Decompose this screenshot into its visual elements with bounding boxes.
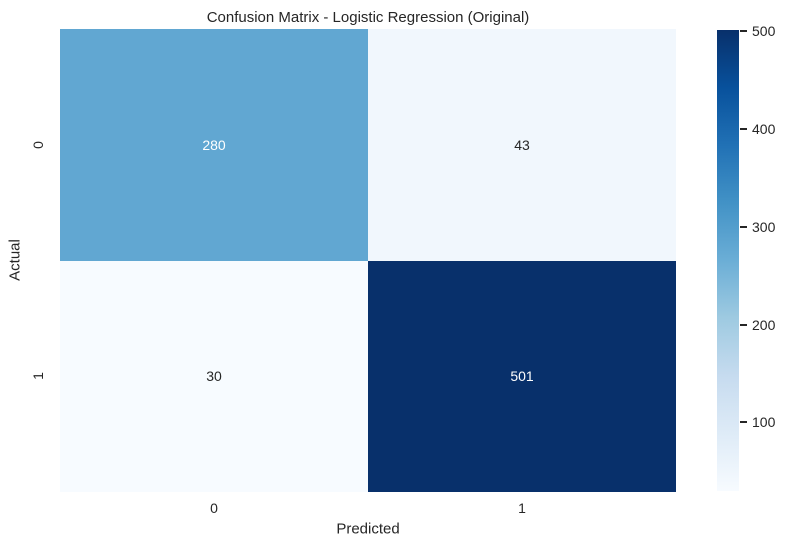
colorbar-tick-label: 200 [752, 316, 776, 333]
colorbar-tick-300: 300 [740, 220, 775, 234]
colorbar-tick-label: 400 [752, 120, 776, 137]
heatmap-cell-r1c0: 30 [60, 260, 368, 492]
colorbar-tick-label: 500 [752, 22, 776, 39]
cell-value: 280 [202, 136, 226, 153]
colorbar-tick-mark [740, 421, 747, 424]
heatmap-grid: 280 43 30 501 [60, 29, 676, 492]
colorbar-tick-mark [740, 225, 747, 228]
colorbar-tick-mark [740, 29, 747, 32]
cell-value: 501 [510, 368, 534, 385]
heatmap-cell-r0c1: 43 [368, 29, 676, 261]
y-tick-0: 0 [30, 141, 46, 149]
colorbar-tick-400: 400 [740, 122, 775, 136]
y-tick-1: 1 [30, 372, 46, 380]
x-axis-label: Predicted [336, 520, 400, 538]
y-axis-label: Actual [6, 239, 24, 281]
heatmap-cell-r1c1: 501 [368, 260, 676, 492]
colorbar-tick-500: 500 [740, 24, 775, 38]
x-tick-0: 0 [210, 500, 218, 516]
chart-title: Confusion Matrix - Logistic Regression (… [206, 9, 530, 26]
cell-value: 43 [514, 136, 530, 153]
colorbar-tick-label: 300 [752, 218, 776, 235]
heatmap-cell-r0c0: 280 [60, 29, 368, 261]
colorbar-tick-mark [740, 323, 747, 326]
colorbar-gradient [717, 30, 739, 491]
colorbar-tick-mark [740, 127, 747, 130]
colorbar-tick-label: 100 [752, 414, 776, 431]
colorbar-tick-200: 200 [740, 318, 775, 332]
cell-value: 30 [206, 368, 222, 385]
x-tick-1: 1 [518, 500, 526, 516]
colorbar-tick-100: 100 [740, 415, 775, 429]
